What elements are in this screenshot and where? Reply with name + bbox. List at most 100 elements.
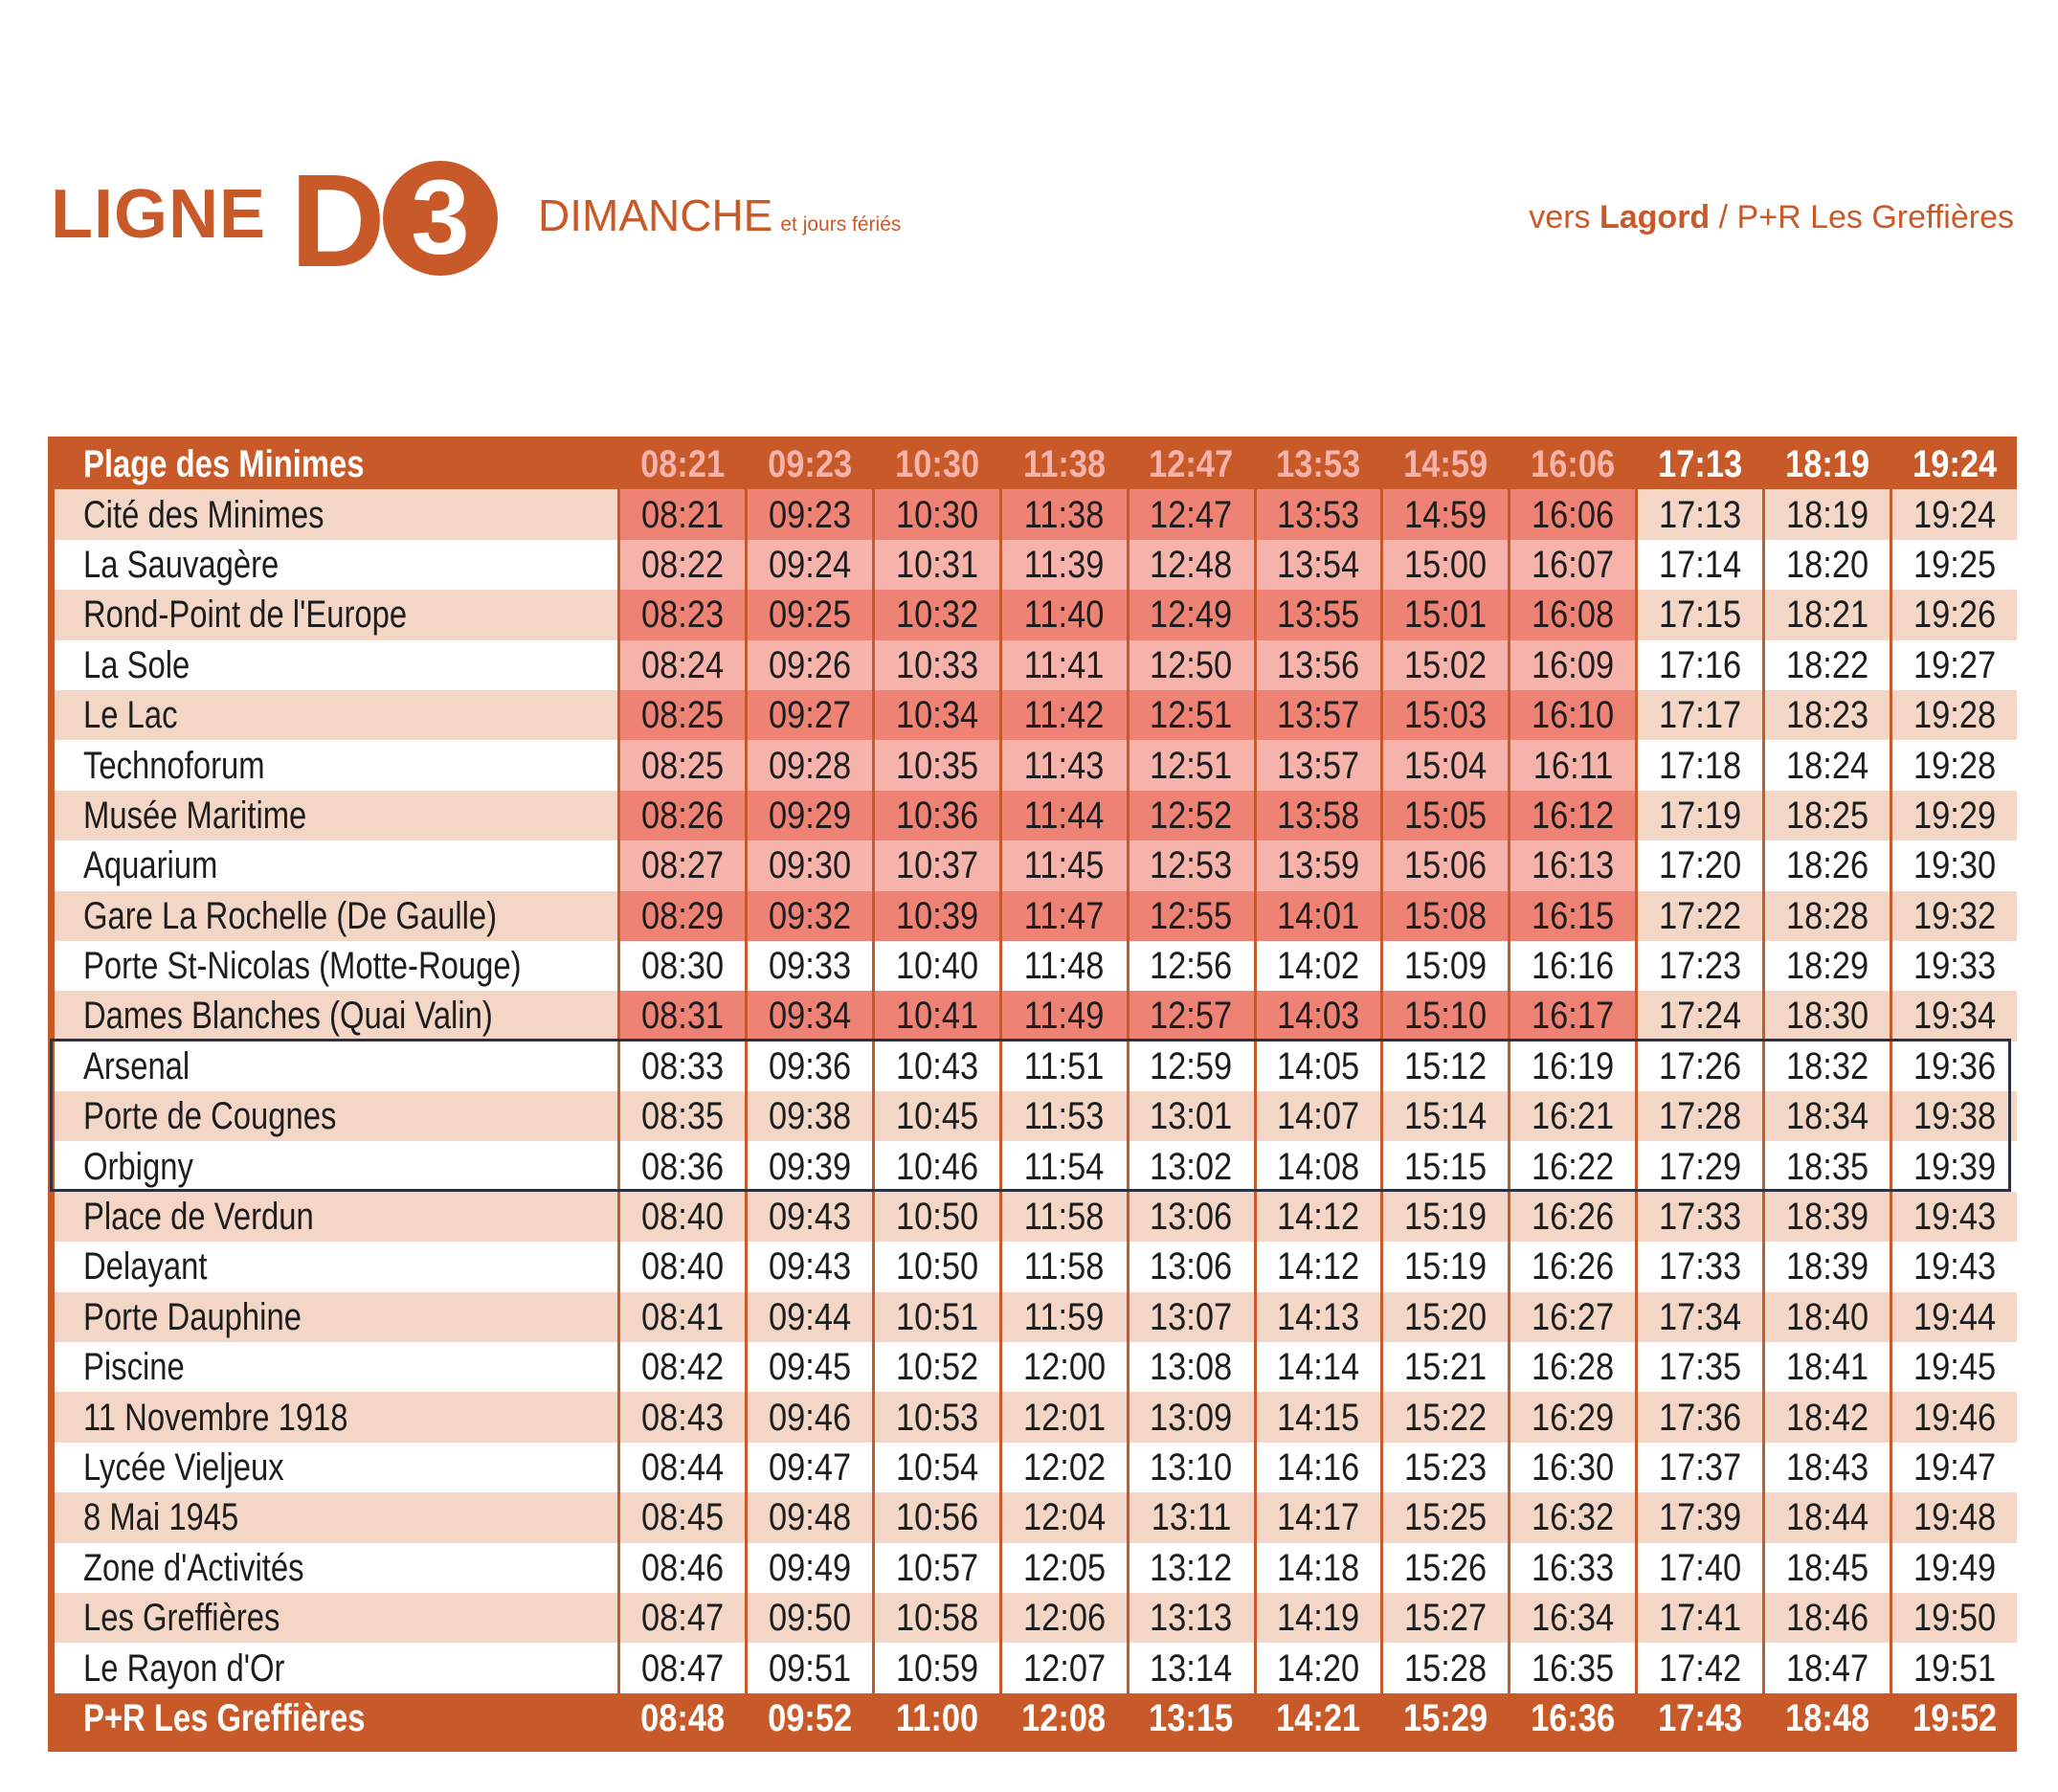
departure-time-text: 09:33	[768, 945, 851, 988]
departure-time: 14:59	[1380, 489, 1510, 540]
departure-time-text: 14:03	[1277, 995, 1360, 1038]
departure-time: 18:32	[1762, 1041, 1891, 1092]
departure-time-text: 15:27	[1404, 1597, 1488, 1640]
departure-time-text: 17:34	[1659, 1295, 1742, 1338]
departure-time-text: 08:42	[640, 1346, 724, 1389]
departure-time-text: 15:28	[1404, 1646, 1488, 1690]
stop-name: Porte Dauphine	[55, 1291, 619, 1343]
stop-name: Delayant	[55, 1242, 619, 1292]
departure-time-text: 15:04	[1404, 744, 1488, 787]
departure-time-text: 18:34	[1786, 1095, 1869, 1138]
table-row: P+R Les Greffières 08:48 09:52 11:00 12:08 13…	[55, 1692, 2017, 1744]
departure-time: 18:45	[1762, 1542, 1891, 1593]
departure-time-text: 08:40	[640, 1196, 724, 1239]
departure-time: 14:08	[1253, 1141, 1382, 1192]
departure-time-text: 12:49	[1150, 594, 1233, 637]
departure-time: 13:09	[1126, 1392, 1255, 1443]
departure-time: 10:43	[871, 1041, 1001, 1092]
table-row: La Sauvagère 08:22 09:24 10:31 11:39 12:48 13:…	[55, 539, 2017, 591]
table-row: Place de Verdun 08:40 09:43 10:50 11:58 13:06…	[55, 1191, 2017, 1243]
departure-time: 15:02	[1380, 639, 1510, 690]
departure-time: 16:06	[1508, 439, 1637, 490]
departure-time: 10:37	[871, 840, 1001, 891]
stop-name: Cité des Minimes	[55, 489, 619, 540]
departure-time: 16:26	[1508, 1191, 1637, 1243]
departure-time-text: 10:54	[895, 1446, 978, 1489]
departure-time: 15:28	[1380, 1643, 1510, 1693]
departure-time: 18:48	[1762, 1692, 1891, 1744]
departure-time-text: 11:43	[1023, 744, 1105, 787]
departure-time-text: 09:30	[768, 844, 851, 887]
departure-time: 10:32	[871, 590, 1001, 640]
table-row: Porte St-Nicolas (Motte-Rouge) 08:30 09:33…	[55, 940, 2017, 992]
departure-time: 11:51	[998, 1041, 1129, 1092]
departure-time-text: 08:33	[640, 1044, 724, 1087]
departure-time: 11:59	[998, 1291, 1129, 1343]
departure-time-text: 13:54	[1277, 543, 1360, 586]
departure-time: 16:28	[1508, 1342, 1637, 1393]
departure-time: 09:38	[744, 1091, 874, 1142]
departure-time: 13:57	[1253, 689, 1382, 741]
departure-time-text: 11:45	[1023, 844, 1105, 887]
departure-time: 17:13	[1635, 489, 1764, 540]
departure-time-text: 15:02	[1404, 643, 1488, 686]
departure-time: 16:30	[1508, 1442, 1637, 1493]
stop-name-text: Les Greffières	[83, 1597, 280, 1640]
departure-time: 15:00	[1380, 539, 1510, 591]
departure-time: 18:24	[1762, 740, 1891, 791]
stop-name: P+R Les Greffières	[55, 1692, 619, 1744]
departure-time-text: 15:01	[1404, 594, 1488, 637]
direction-prefix: vers	[1529, 199, 1591, 235]
departure-time: 15:09	[1380, 940, 1510, 992]
departure-time: 09:39	[744, 1141, 874, 1192]
departure-time-text: 11:38	[1023, 493, 1105, 536]
departure-time-text: 08:25	[640, 744, 724, 787]
departure-time-text: 14:05	[1277, 1044, 1360, 1087]
departure-time: 13:58	[1253, 790, 1382, 841]
departure-time: 11:49	[998, 991, 1129, 1042]
departure-time-text: 19:27	[1913, 643, 1997, 686]
departure-time: 18:42	[1762, 1392, 1891, 1443]
departure-time-text: 09:47	[768, 1446, 851, 1489]
stop-name-text: Dames Blanches (Quai Valin)	[83, 995, 493, 1038]
departure-time-text: 10:50	[895, 1196, 978, 1239]
departure-time-text: 08:22	[640, 543, 724, 586]
departure-time: 10:41	[871, 991, 1001, 1042]
departure-time-text: 16:26	[1532, 1245, 1615, 1288]
departure-time-text: 08:40	[640, 1245, 724, 1288]
departure-time: 10:50	[871, 1191, 1001, 1243]
departure-time-text: 14:19	[1277, 1597, 1360, 1640]
departure-time: 17:18	[1635, 740, 1764, 791]
departure-time-text: 12:51	[1150, 694, 1233, 737]
departure-time-text: 13:57	[1277, 744, 1360, 787]
departure-time-text: 14:16	[1277, 1446, 1360, 1489]
departure-time: 19:49	[1890, 1542, 2017, 1593]
departure-time: 08:25	[616, 740, 747, 791]
departure-time-text: 13:11	[1151, 1496, 1232, 1539]
departure-time: 10:35	[871, 740, 1001, 791]
stop-name: Musée Maritime	[55, 790, 619, 841]
stop-name: Technoforum	[55, 740, 619, 791]
departure-time: 09:51	[744, 1643, 874, 1693]
service-day-label: DIMANCHE	[538, 190, 773, 240]
departure-time-text: 18:39	[1786, 1245, 1869, 1288]
departure-time-text: 19:26	[1913, 594, 1997, 637]
departure-time-text: 19:30	[1913, 844, 1997, 887]
departure-time: 18:46	[1762, 1592, 1891, 1644]
departure-time: 11:58	[998, 1191, 1129, 1243]
departure-time-text: 09:29	[768, 794, 851, 837]
departure-time: 14:59	[1380, 439, 1510, 490]
departure-time: 08:23	[616, 590, 747, 640]
departure-time: 11:48	[998, 940, 1129, 992]
table-row: Les Greffières 08:47 09:50 10:58 12:06 13:13 1…	[55, 1592, 2017, 1644]
departure-time-text: 10:30	[895, 493, 978, 536]
departure-time-text: 14:13	[1277, 1295, 1360, 1338]
stop-name-text: Plage des Minimes	[83, 443, 365, 486]
departure-time: 17:42	[1635, 1643, 1764, 1693]
departure-time-text: 10:58	[895, 1597, 978, 1640]
departure-time-text: 19:28	[1913, 744, 1997, 787]
departure-time-text: 16:32	[1532, 1496, 1615, 1539]
departure-time: 17:43	[1635, 1692, 1764, 1744]
departure-time-text: 19:49	[1913, 1546, 1997, 1589]
departure-time: 16:32	[1508, 1492, 1637, 1543]
